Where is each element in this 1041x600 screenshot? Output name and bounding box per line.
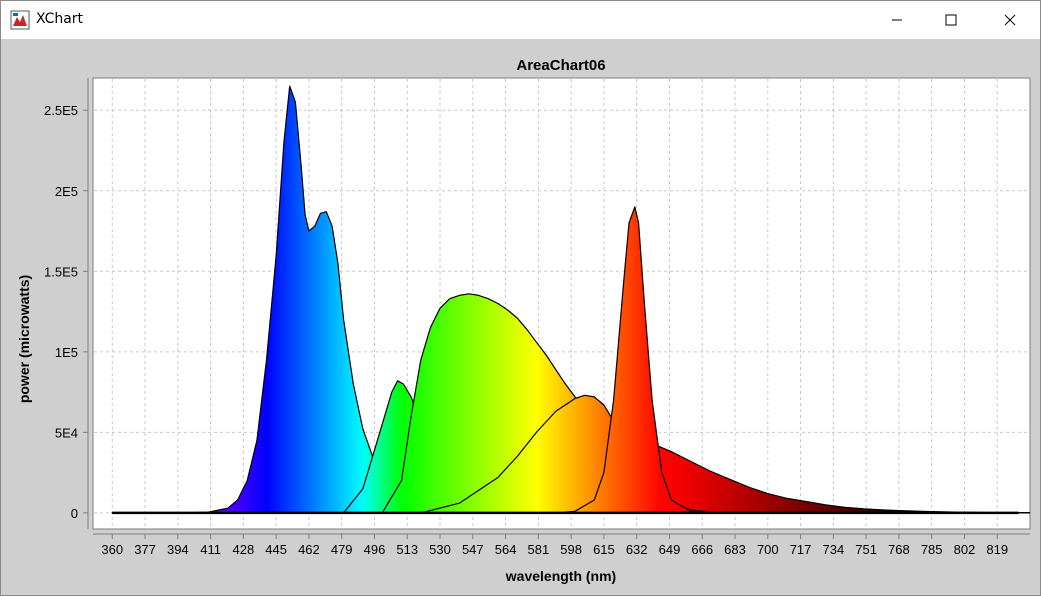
x-tick-label: 428: [233, 542, 255, 557]
y-tick-label: 1E5: [55, 345, 78, 360]
x-axis: 360 377 394 411 428 445 462 479 496 513 530 547 564 5…: [93, 533, 1030, 557]
y-tick-label: 2E5: [55, 184, 78, 199]
xchart-app-icon: [10, 10, 30, 30]
x-tick-label: 666: [691, 542, 713, 557]
x-tick-label: 360: [101, 542, 123, 557]
x-tick-label: 496: [364, 542, 386, 557]
x-axis-label: wavelength (nm): [505, 568, 616, 584]
area-chart: AreaChart06 360 377 394 411 428 445 462 479 496 5…: [16, 57, 1031, 584]
x-tick-label: 819: [986, 542, 1008, 557]
x-tick-label: 377: [134, 542, 156, 557]
y-tick-label: 0: [71, 506, 78, 521]
x-tick-label: 445: [265, 542, 287, 557]
close-icon: [1004, 14, 1016, 26]
x-tick-label: 615: [593, 542, 615, 557]
x-tick-label: 683: [724, 542, 746, 557]
x-tick-label: 751: [855, 542, 877, 557]
x-tick-label: 598: [560, 542, 582, 557]
x-tick-label: 717: [790, 542, 812, 557]
x-tick-label: 581: [528, 542, 550, 557]
x-tick-label: 513: [396, 542, 418, 557]
x-tick-label: 530: [429, 542, 451, 557]
x-tick-label: 768: [888, 542, 910, 557]
x-tick-label: 649: [659, 542, 681, 557]
x-tick-label: 802: [954, 542, 976, 557]
y-axis-label: power (microwatts): [16, 275, 32, 403]
maximize-button[interactable]: [928, 1, 974, 39]
x-tick-label: 734: [822, 542, 844, 557]
x-tick-label: 564: [495, 542, 517, 557]
maximize-icon: [945, 14, 957, 26]
x-tick-label: 479: [331, 542, 353, 557]
x-tick-label: 632: [626, 542, 648, 557]
x-tick-label: 462: [298, 542, 320, 557]
x-tick-label: 547: [462, 542, 484, 557]
y-tick-label: 2.5E5: [44, 103, 78, 118]
minimize-icon: [892, 19, 902, 21]
y-tick-label: 1.5E5: [44, 264, 78, 279]
minimize-button[interactable]: [874, 1, 920, 39]
chart-panel: AreaChart06 360 377 394 411 428 445 462 479 496 5…: [1, 39, 1040, 595]
x-tick-label: 411: [200, 542, 221, 557]
title-bar[interactable]: XChart: [1, 1, 1040, 39]
chart-title: AreaChart06: [516, 57, 605, 74]
area-series-5: [111, 206, 1030, 514]
x-tick-label: 700: [757, 542, 779, 557]
y-axis: 0 5E4 1E5 1.5E5 2E5 2.5E5: [44, 78, 89, 529]
y-tick-label: 5E4: [55, 425, 78, 440]
close-button[interactable]: [987, 1, 1033, 39]
x-tick-label: 785: [921, 542, 943, 557]
x-tick-label: 394: [167, 542, 189, 557]
window-title: XChart: [36, 11, 84, 27]
area-series: [111, 85, 1030, 515]
